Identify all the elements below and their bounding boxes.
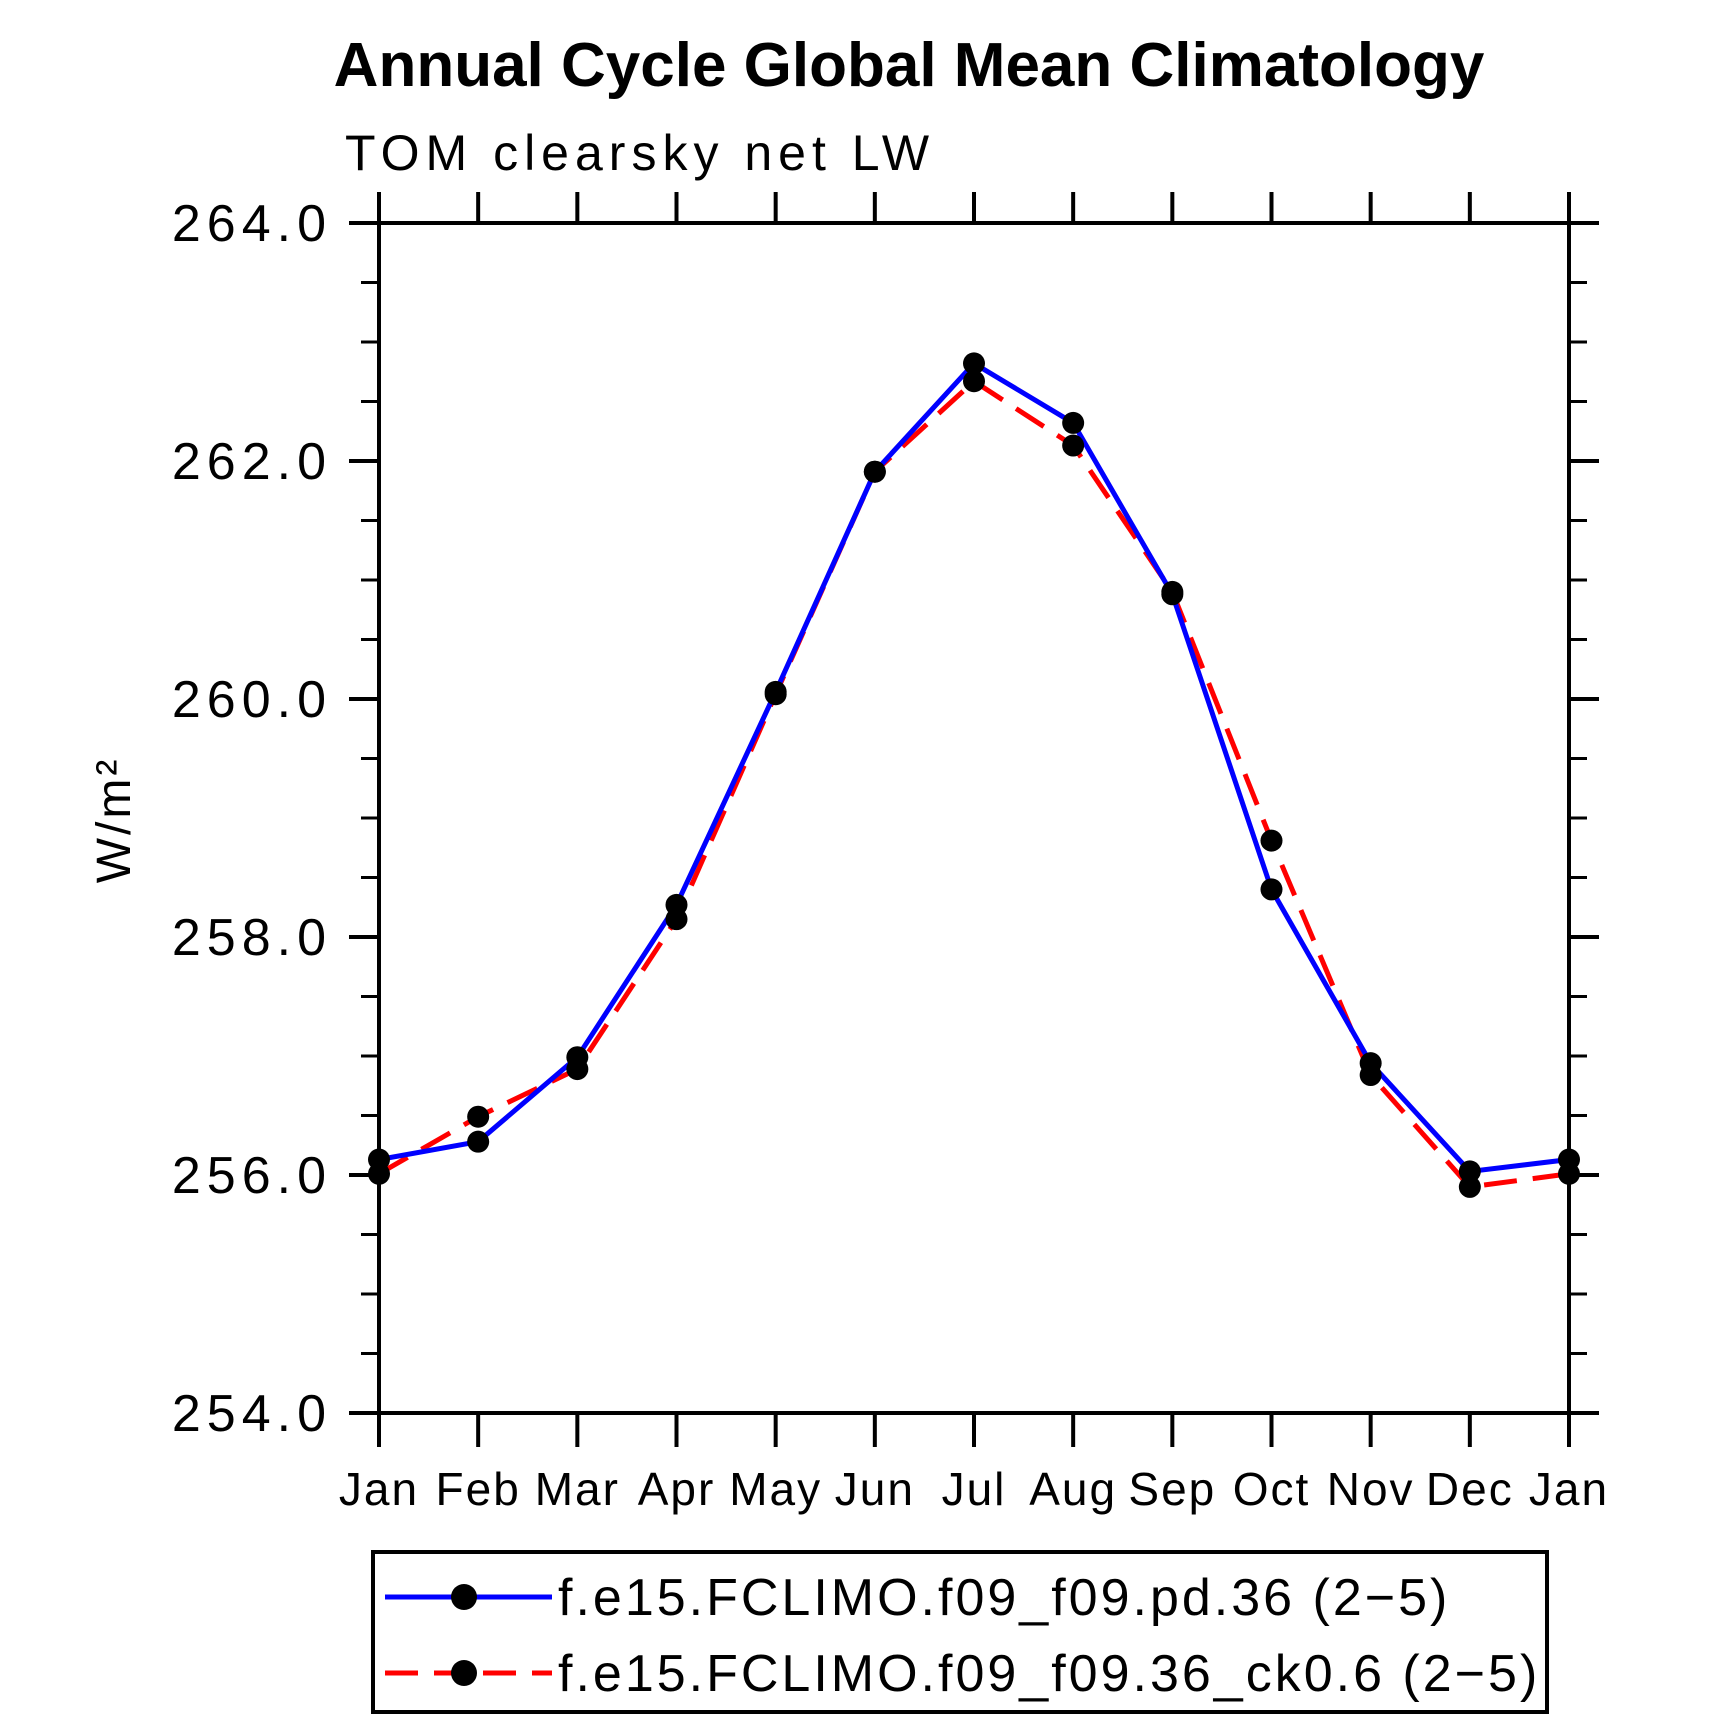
x-tick-label: Jan <box>1529 1463 1609 1515</box>
x-axis-tick-labels: Jan Feb Mar Apr May Jun Jul Aug Sep Oct Nov Dec Jan <box>339 1463 1609 1515</box>
x-tick-label: Jul <box>942 1463 1007 1515</box>
x-tick-label: Dec <box>1426 1463 1514 1515</box>
x-tick-label: Jun <box>835 1463 915 1515</box>
data-point-marker-series-1 <box>1458 1175 1481 1198</box>
legend-marker-1 <box>451 1660 477 1686</box>
data-point-marker-series-1 <box>1558 1162 1580 1185</box>
y-tick-label: 254.0 <box>172 1385 332 1443</box>
data-point-marker-series-0 <box>467 1130 490 1153</box>
y-tick-label: 260.0 <box>172 671 332 729</box>
legend-box <box>371 1550 1549 1714</box>
chart-subtitle: TOM clearsky net LW <box>345 125 935 181</box>
data-point-marker-series-1 <box>1161 580 1184 603</box>
x-tick-label: Aug <box>1029 1463 1117 1515</box>
plot-border <box>377 221 1571 1415</box>
data-point-marker-series-1 <box>963 370 985 393</box>
chart-title: Annual Cycle Global Mean Climatology <box>334 31 1485 100</box>
legend-rows: f.e15.FCLIMO.f09_f09.pd.36 (2−5) f.e15.FC… <box>385 1569 1540 1703</box>
x-tick-label: Nov <box>1327 1463 1415 1515</box>
data-point-marker-series-1 <box>368 1162 390 1185</box>
x-tick-label: Oct <box>1233 1463 1311 1515</box>
legend-marker-0 <box>451 1584 477 1610</box>
data-point-marker-series-1 <box>1359 1064 1382 1087</box>
data-point-marker-series-0 <box>1260 878 1283 901</box>
y-tick-label: 264.0 <box>172 195 332 253</box>
data-point-marker-series-1 <box>863 460 886 483</box>
series-line-1 <box>377 378 1570 1190</box>
x-tick-label: Mar <box>535 1463 620 1515</box>
x-tick-label: Jan <box>339 1463 419 1515</box>
y-axis-tick-labels: 254.0 256.0 258.0 260.0 262.0 264.0 <box>172 195 332 1443</box>
data-point-marker-series-0 <box>1458 1160 1481 1183</box>
legend: f.e15.FCLIMO.f09_f09.pd.36 (2−5) f.e15.FC… <box>371 1550 1549 1714</box>
data-point-marker-series-0 <box>1062 411 1085 434</box>
y-tick-label: 258.0 <box>172 909 332 967</box>
axis-ticks <box>349 192 1599 1447</box>
y-tick-label: 256.0 <box>172 1147 332 1205</box>
data-point-marker-series-1 <box>566 1058 589 1081</box>
legend-label-1: f.e15.FCLIMO.f09_f09.36_ck0.6 (2−5) <box>558 1645 1540 1703</box>
data-series <box>368 352 1580 1198</box>
data-point-marker-series-1 <box>467 1105 490 1128</box>
x-tick-label: Feb <box>436 1463 521 1515</box>
x-tick-label: May <box>729 1463 822 1515</box>
data-point-marker-series-1 <box>764 683 787 706</box>
data-point-marker-series-1 <box>1260 829 1283 852</box>
legend-label-0: f.e15.FCLIMO.f09_f09.pd.36 (2−5) <box>558 1569 1450 1627</box>
x-tick-label: Sep <box>1128 1463 1216 1515</box>
data-point-marker-series-1 <box>1062 434 1085 457</box>
x-tick-label: Apr <box>638 1463 716 1515</box>
data-point-marker-series-1 <box>665 908 688 931</box>
data-point-marker-series-0 <box>963 352 985 375</box>
series-line-0 <box>378 360 1570 1174</box>
y-axis-title: W/m² <box>88 757 141 884</box>
y-tick-label: 262.0 <box>172 433 332 491</box>
